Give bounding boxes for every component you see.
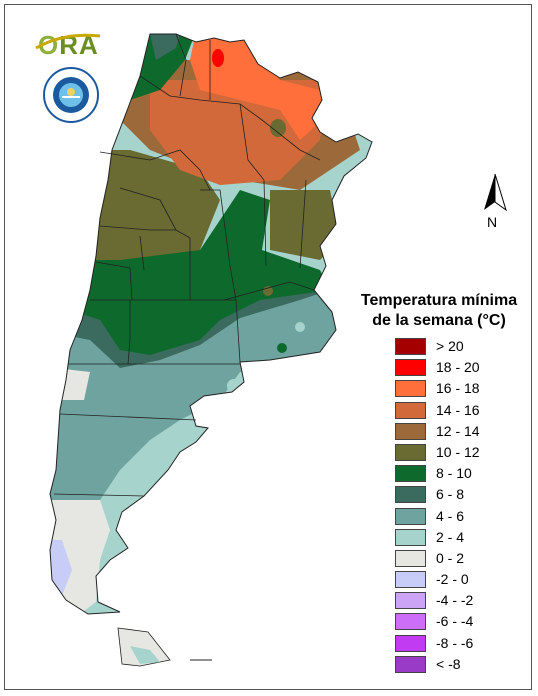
zone-6-8-north [150,34,180,60]
legend-swatch [395,338,426,355]
legend-label: 0 - 2 [436,549,465,566]
legend-label: 12 - 14 [436,422,480,439]
north-label: N [487,214,498,230]
legend-swatch [395,486,426,504]
legend-swatch [395,549,426,567]
legend-label: 8 - 10 [436,465,472,482]
legend-swatch [395,655,426,673]
legend-title: Temperatura mínima de la semana (°C) [360,292,518,329]
smn-seal-icon [43,67,99,123]
zone-10-12-spot [270,119,286,137]
legend-swatch [395,443,426,461]
zone-18-20 [212,49,224,67]
legend-label: -8 - -6 [436,634,474,651]
legend-swatch [395,359,426,377]
legend-label: -6 - -4 [436,613,474,630]
zone-8-10 [50,190,330,355]
legend-swatch [395,592,426,610]
legend-label: 4 - 6 [436,507,465,524]
legend-label: 10 - 12 [436,443,480,460]
north-arrow-icon [484,173,507,212]
zone-minus2-0 [50,540,72,596]
legend-label: -4 - -2 [436,592,474,609]
legend-swatch [395,613,426,631]
legend-swatch [395,528,426,546]
legend-label: 14 - 16 [436,401,480,418]
legend-swatch [395,571,426,589]
legend-swatch [395,465,426,483]
legend-swatch [395,401,426,419]
legend-label: 6 - 8 [436,486,465,503]
legend-label: -2 - 0 [436,571,469,588]
argentina-outline [49,33,373,615]
legend-label: 18 - 20 [436,359,480,376]
province-borders [53,33,321,497]
legend-swatch [395,507,426,525]
legend-swatch [395,634,426,652]
legend-label: 16 - 18 [436,380,480,397]
legend-label: > 20 [436,338,464,354]
legend-label: 2 - 4 [436,528,465,545]
zone-0-2-west [56,368,90,400]
tierra-del-fuego [117,627,171,667]
legend-swatch [395,422,426,440]
legend-swatch [395,380,426,398]
legend-label: < -8 [436,655,461,672]
logo-swoosh [35,33,101,50]
